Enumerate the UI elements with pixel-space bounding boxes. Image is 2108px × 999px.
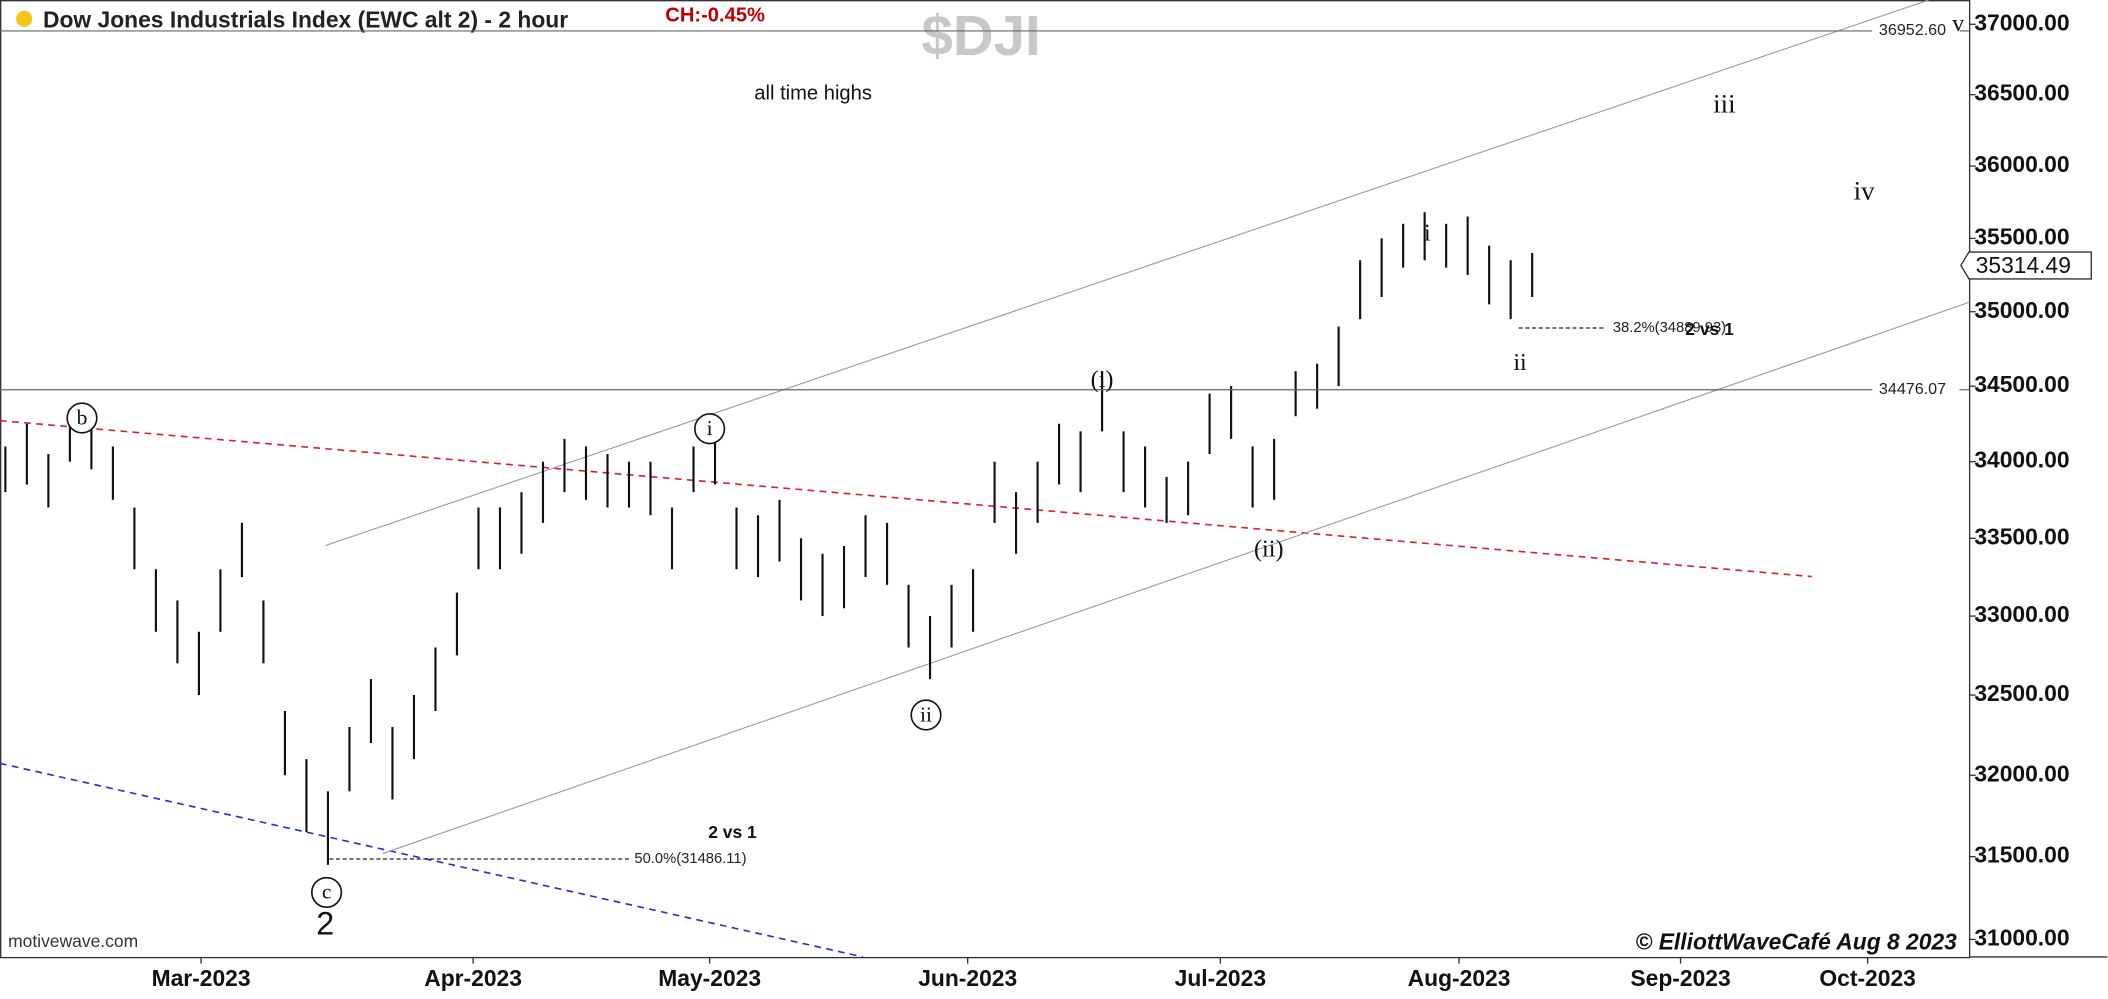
fib-title: 2 vs 1 [1685, 319, 1734, 339]
wave-label: i [707, 416, 713, 440]
wave-label: v [1952, 10, 1965, 37]
level-label: 36952.60 [1879, 21, 1946, 39]
red-trendline [0, 419, 1812, 578]
wave-circle [910, 699, 942, 731]
fib-label: 50.0%(31486.11) [634, 851, 746, 867]
wave-label: i [1424, 220, 1431, 247]
plot-frame [0, 0, 1971, 959]
wave-circle [694, 413, 726, 445]
x-tick-label: Jun-2023 [918, 965, 1017, 991]
x-tick-label: Aug-2023 [1408, 965, 1511, 991]
y-tick-label: 32500.00 [1974, 680, 2069, 706]
x-tick-label: May-2023 [658, 965, 761, 991]
copyright: © ElliottWaveCafé Aug 8 2023 [1636, 929, 1958, 955]
channel-upper [325, 0, 1929, 547]
wave-label: iv [1854, 176, 1875, 206]
y-tick-label: 31500.00 [1974, 842, 2069, 868]
wave-label: 2 [316, 906, 334, 942]
y-tick-label: 36500.00 [1974, 80, 2069, 106]
y-tick-label: 36000.00 [1974, 151, 2069, 177]
status-dot [16, 10, 33, 27]
chart-title: Dow Jones Industrials Index (EWC alt 2) … [43, 7, 568, 33]
wave-label: b [77, 405, 88, 429]
wave-label: (i) [1091, 366, 1114, 393]
wave-label: iii [1713, 88, 1735, 118]
fib-title: 2 vs 1 [708, 822, 757, 842]
channel-lower [382, 301, 1970, 854]
annotation: all time highs [754, 82, 872, 104]
wave-label: ii [1513, 349, 1527, 376]
y-tick-label: 34500.00 [1974, 371, 2069, 397]
y-tick-label: 34000.00 [1974, 447, 2069, 473]
source-watermark: motivewave.com [8, 931, 138, 951]
marks [4, 212, 1534, 865]
wave-circle [66, 402, 98, 434]
y-tick-label: 33500.00 [1974, 523, 2069, 549]
y-tick-label: 32000.00 [1974, 760, 2069, 786]
level-label: 34476.07 [1879, 380, 1946, 398]
x-tick-label: Oct-2023 [1819, 965, 1915, 991]
x-tick-label: Mar-2023 [152, 965, 251, 991]
x-tick-label: Jul-2023 [1175, 965, 1266, 991]
blue-trendline [0, 762, 864, 958]
symbol-watermark: $DJI [922, 4, 1041, 67]
y-tick-label: 37000.00 [1974, 9, 2069, 35]
last-price-label: 35314.49 [1976, 252, 2071, 278]
x-tick-label: Sep-2023 [1630, 965, 1730, 991]
change-label: CH:-0.45% [665, 4, 765, 26]
y-tick-label: 33000.00 [1974, 601, 2069, 627]
y-tick-label: 35500.00 [1974, 223, 2069, 249]
last-price-box [1960, 251, 2092, 280]
x-tick-label: Apr-2023 [424, 965, 522, 991]
wave-label: ii [920, 702, 932, 726]
wave-label: (ii) [1254, 536, 1284, 563]
wave-label: c [322, 880, 332, 904]
y-tick-label: 31000.00 [1974, 924, 2069, 950]
y-tick-label: 35000.00 [1974, 297, 2069, 323]
fib-label: 38.2%(34889.93) [1613, 320, 1726, 336]
wave-circle [311, 876, 343, 909]
